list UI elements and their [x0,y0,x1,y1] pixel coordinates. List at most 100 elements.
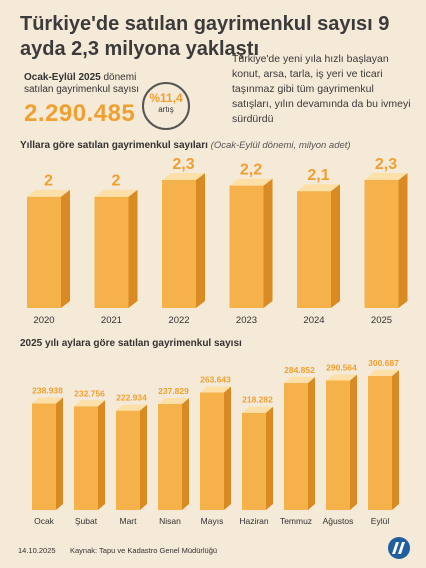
bar-category-label: Eylül [371,516,390,526]
bar-value-label: 2 [112,173,121,190]
total-sales-label-rest: dönemi satılan gayrimenkul sayısı [24,72,140,95]
bar-front [284,383,308,510]
bar-side [61,189,70,308]
total-sales-label: Ocak-Eylül 2025 dönemi satılan gayrimenk… [24,72,142,96]
bar-value-label: 290.564 [326,363,357,373]
bar-side [196,173,205,308]
bar-category-label: Nisan [159,516,181,526]
bar-category-label: 2022 [168,315,189,326]
bar-Temmuz: 284.852 Temmuz [280,365,315,526]
bar-top [200,386,231,393]
increase-badge: %11,4 artış [142,82,190,130]
bar-front [158,404,182,510]
bar-front [74,406,98,510]
yearly-chart-title-text: Yıllara göre satılan gayrimenkul sayılar… [20,140,208,151]
bar-side [140,404,147,510]
bar-front [364,180,399,308]
bar-category-label: 2024 [303,315,324,326]
bar-top [158,398,189,405]
bar-top [364,173,408,180]
total-sales-value: 2.290.485 [24,100,136,127]
yearly-chart-subtitle: (Ocak-Eylül dönemi, milyon adet) [210,140,351,151]
bar-front [326,380,350,510]
bar-front [116,410,140,510]
bar-value-label: 232.756 [74,388,105,398]
bar-Mart: 222.934 Mart [116,393,147,526]
bar-value-label: 300.687 [368,358,399,368]
monthly-chart-title: 2025 yılı aylara göre satılan gayrimenku… [20,338,242,349]
bar-top [229,178,273,186]
bar-2022: 2,3 2022 [162,156,205,326]
bar-Haziran: 218.282 Haziran [239,395,273,526]
bar-2025: 2,3 2025 [364,156,408,326]
bar-Ağustos: 290.564 Ağustos [323,363,357,526]
bar-category-label: Ocak [34,516,55,526]
yearly-bar-chart: 2 2020 2 2021 2,3 2022 2,2 2023 2,1 2024 2,3 2025 [27,156,408,326]
bar-side [128,189,138,308]
monthly-bar-chart: 238.938 Ocak 232.756 Şubat 222.934 Mart 237.82… [32,358,399,526]
bar-category-label: 2025 [371,315,392,326]
bar-top [284,377,315,384]
bar-Mayıs: 263.643 Mayıs [200,375,231,526]
bar-top [162,173,205,180]
bar-front [229,185,264,308]
bar-side [224,386,231,510]
bar-side [308,377,315,510]
page-title: Türkiye'de satılan gayrimenkul sayısı 9 … [20,13,390,60]
bar-top [32,397,63,404]
bar-top [297,184,340,192]
bar-2021: 2 2021 [94,173,138,326]
bar-side [263,178,273,308]
total-sales-period: Ocak-Eylül 2025 [24,72,101,83]
aa-logo-icon [388,537,410,559]
bar-front [94,196,129,308]
bar-category-label: 2023 [236,315,257,326]
bar-Nisan: 237.829 Nisan [158,386,189,526]
bar-category-label: Şubat [75,516,98,526]
bar-category-label: Haziran [239,516,269,526]
bar-category-label: Temmuz [280,516,312,526]
lead-text: Türkiye'de yeni yıla hızlı başlayan konu… [232,53,411,125]
bar-value-label: 2 [44,173,53,190]
bar-front [297,191,331,308]
bar-side [398,173,408,308]
bar-Eylül: 300.687 Eylül [368,358,399,526]
bar-value-label: 2,3 [375,156,397,173]
bar-value-label: 2,3 [172,156,194,173]
bar-side [350,374,357,510]
bar-top [368,370,399,376]
yearly-chart-title: Yıllara göre satılan gayrimenkul sayılar… [20,140,351,151]
bar-category-label: Ağustos [323,516,354,526]
bar-value-label: 222.934 [116,393,147,403]
bar-2023: 2,2 2023 [229,162,273,326]
bar-side [331,184,340,308]
bar-top [27,189,70,197]
footer-date: 14.10.2025 [18,546,56,555]
increase-label: artış [158,105,174,114]
bar-side [98,400,105,510]
bar-top [94,189,138,197]
bar-value-label: 218.282 [242,395,273,405]
bar-category-label: Mayıs [201,516,224,526]
bar-side [182,398,189,510]
bar-side [266,406,273,510]
bar-category-label: 2020 [33,315,54,326]
bar-value-label: 263.643 [200,375,231,385]
bar-front [32,403,56,510]
bar-value-label: 238.938 [32,386,63,396]
bar-category-label: 2021 [101,315,122,326]
bar-value-label: 284.852 [284,365,315,375]
bar-value-label: 2,1 [307,167,329,184]
bar-front [27,196,61,308]
bar-value-label: 237.829 [158,386,189,396]
bar-top [116,404,147,411]
bar-front [242,412,266,510]
bar-front [162,180,196,308]
bar-side [392,370,399,510]
bar-Ocak: 238.938 Ocak [32,386,63,526]
bar-2020: 2 2020 [27,173,70,326]
bar-2024: 2,1 2024 [297,167,340,326]
increase-percent: %11,4 [149,91,183,105]
bar-front [368,376,392,510]
bar-category-label: Mart [120,516,138,526]
